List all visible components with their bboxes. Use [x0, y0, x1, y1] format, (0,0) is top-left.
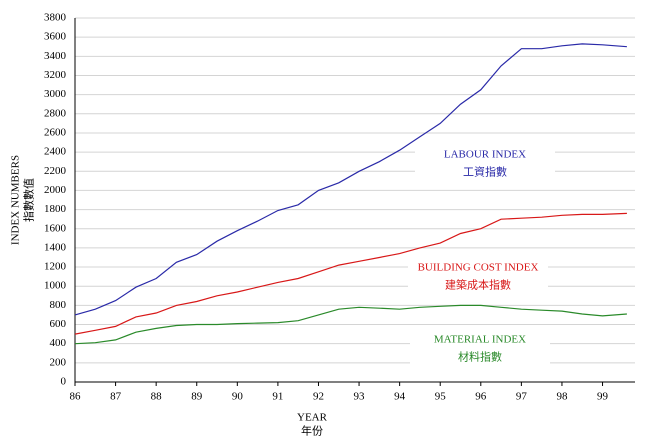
- y-tick-label: 3400: [44, 50, 67, 62]
- x-tick-label: 88: [151, 391, 163, 403]
- y-tick-label: 1800: [44, 203, 67, 215]
- x-tick-label: 89: [191, 391, 203, 403]
- y-tick-label: 1600: [44, 222, 67, 234]
- y-tick-label: 2800: [44, 107, 67, 119]
- x-axis-label: YEAR: [297, 412, 328, 424]
- x-tick-label: 94: [394, 391, 406, 403]
- series-label: MATERIAL INDEX: [434, 334, 526, 346]
- y-tick-label: 1000: [44, 280, 67, 292]
- x-tick-label: 87: [110, 391, 122, 403]
- y-tick-label: 400: [50, 337, 67, 349]
- y-tick-label: 3800: [44, 12, 67, 24]
- x-tick-label: 97: [516, 391, 528, 403]
- x-tick-label: 90: [232, 391, 244, 403]
- y-tick-label: 2200: [44, 165, 67, 177]
- series-label-zh: 材料指數: [458, 350, 502, 364]
- y-tick-label: 1200: [44, 261, 67, 273]
- x-tick-label: 96: [475, 391, 487, 403]
- y-tick-label: 3000: [44, 88, 67, 100]
- series-label-zh: 工資指數: [463, 165, 507, 179]
- y-tick-label: 1400: [44, 241, 67, 253]
- y-tick-label: 2600: [44, 126, 67, 138]
- x-tick-label: 98: [556, 391, 568, 403]
- y-tick-label: 200: [50, 356, 67, 368]
- y-tick-label: 2400: [44, 146, 67, 158]
- series-label: LABOUR INDEX: [444, 149, 526, 161]
- y-axis-label-zh: 指數數值: [22, 178, 36, 222]
- y-tick-label: 600: [50, 318, 67, 330]
- x-tick-label: 99: [597, 391, 609, 403]
- x-tick-label: 86: [70, 391, 82, 403]
- y-tick-label: 3600: [44, 31, 67, 43]
- series-label: BUILDING COST INDEX: [418, 262, 539, 274]
- x-tick-label: 93: [354, 391, 366, 403]
- y-tick-label: 2000: [44, 184, 67, 196]
- series-line: [74, 43, 627, 316]
- x-tick-label: 92: [313, 391, 324, 403]
- series-line: [74, 212, 627, 335]
- series-line: [74, 304, 627, 345]
- series-label-zh: 建築成本指數: [445, 278, 511, 292]
- label-background: [415, 143, 555, 181]
- label-background: [410, 328, 550, 366]
- label-background: [408, 256, 548, 294]
- x-tick-label: 91: [272, 391, 283, 403]
- x-tick-label: 95: [435, 391, 447, 403]
- y-tick-label: 800: [50, 299, 67, 311]
- y-axis-label: INDEX NUMBERS: [10, 155, 22, 245]
- y-tick-label: 3200: [44, 69, 67, 81]
- y-tick-label: 0: [61, 376, 67, 388]
- x-axis-label-zh: 年份: [301, 424, 323, 438]
